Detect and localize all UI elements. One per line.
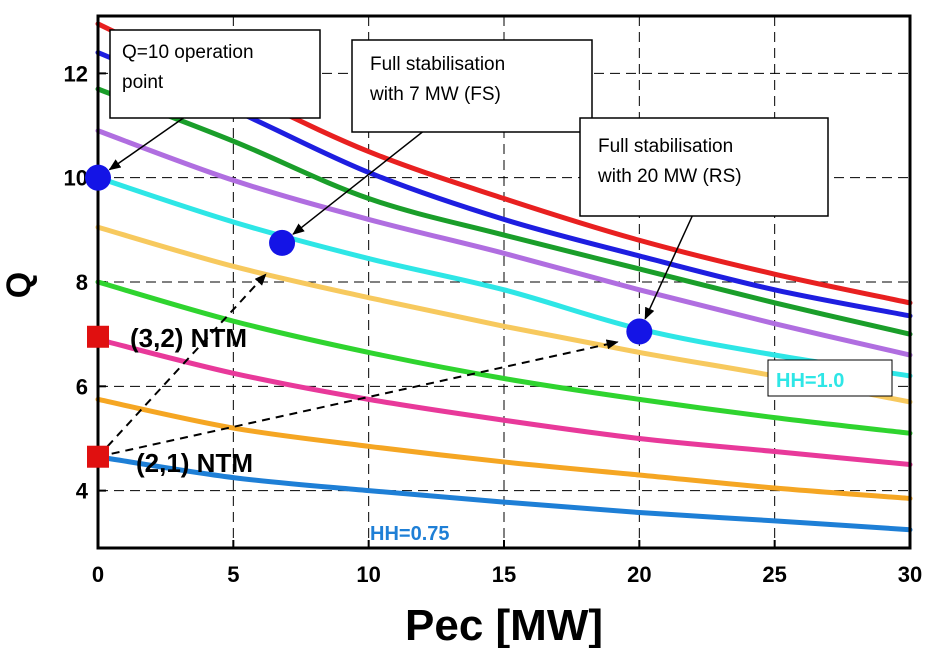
x-tick-label: 5 [227,562,239,587]
series-line-1 [95,454,913,533]
annotation-text: point [122,72,164,93]
hh-1-label-box [767,359,893,397]
y-tick-label: 6 [76,374,88,399]
series-line-8 [95,86,913,337]
y-tick-label: 4 [76,479,89,504]
operating-point-marker [269,229,296,256]
series-line-4 [95,279,913,436]
ntm-32-label: (3,2) NTM [130,323,247,353]
dashed-arrow-2 [97,339,619,458]
operating-point-marker [85,164,111,191]
annotation-box-1 [109,29,321,119]
ntm-21-label: (2,1) NTM [136,448,253,478]
ntm-onset-marker [87,445,109,468]
annotation-text: Q=10 operation [122,42,254,63]
series-line-2 [95,396,913,501]
series-line-3 [95,336,913,468]
annotation-text: Full stabilisation [370,54,505,75]
x-tick-label: 15 [492,562,516,587]
curve-labels: HH=1.0 HH=0.75 (3,2) NTM (2,1) NTM [130,323,893,545]
annotation-text: with 20 MW (RS) [597,166,742,187]
annotation-arrow-1 [108,111,193,171]
y-tick-label: 12 [64,61,88,86]
x-axis-title: Pec [MW] [405,601,603,648]
x-tick-label: 0 [92,562,104,587]
annotation-arrow-2 [292,125,431,235]
x-tick-label: 10 [356,562,380,587]
y-tick-label: 10 [64,166,88,191]
annotation-box-2 [351,39,593,133]
hh-1-label: HH=1.0 [776,370,844,392]
hh-075-label: HH=0.75 [370,523,450,545]
annotation-box-3 [579,117,829,217]
series-line-6 [95,175,913,379]
operating-point-marker [626,318,653,345]
x-tick-label: 30 [898,562,922,587]
annotation-text: with 7 MW (FS) [369,84,501,105]
plot-frame [96,14,912,550]
series-line-7 [95,128,913,358]
y-tick-label: 8 [76,270,88,295]
x-tick-label: 20 [627,562,651,587]
ntm-onset-marker [87,325,109,348]
markers [85,164,653,468]
x-tick-label: 25 [762,562,786,587]
annotation-boxes: Q=10 operation point Full stabilisation wit… [108,29,829,320]
annotation-arrow-3 [644,209,696,320]
y-axis-title: Q [0,272,38,298]
annotation-text: Full stabilisation [598,136,733,157]
tick-labels: 0 5 10 15 20 25 30 4 6 8 10 12 [64,61,923,587]
annotation-arrows [97,273,619,458]
